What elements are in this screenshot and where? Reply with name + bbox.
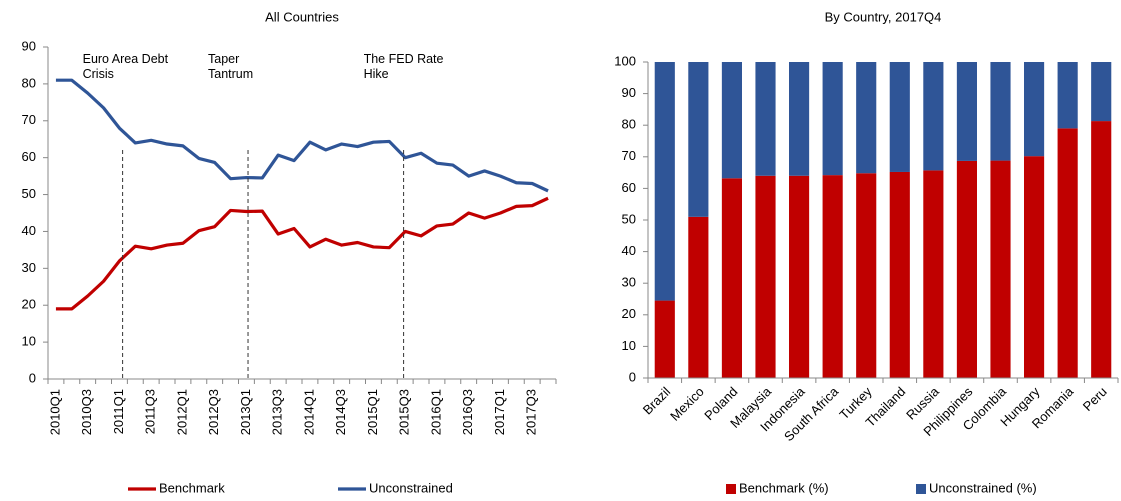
x-tick-label: 2010Q3: [79, 389, 94, 435]
annotation: Euro Area Debt Crisis: [82, 52, 169, 81]
bar-segment: [1057, 62, 1078, 129]
annotation-box: The FED Rate Hike: [363, 52, 444, 81]
y-tick-label: 40: [22, 223, 36, 238]
x-tick-label: 2012Q3: [206, 389, 221, 435]
y-tick-label: 10: [622, 338, 636, 353]
bar-segment: [990, 160, 1011, 378]
bar-segment: [654, 300, 675, 378]
bar-segment: [688, 216, 709, 378]
chart-title: By Country, 2017Q4: [825, 9, 942, 24]
x-tick-label: 2015Q3: [397, 389, 412, 435]
bar-segment: [1024, 62, 1045, 157]
y-tick-label: 70: [22, 112, 36, 127]
x-tick-label: 2012Q1: [174, 389, 189, 435]
bar-segment: [956, 160, 977, 378]
x-tick-label: 2013Q3: [270, 389, 285, 435]
x-tick-label: 2014Q3: [333, 389, 348, 435]
line-series: [55, 78, 549, 193]
y-tick-label: 40: [622, 243, 636, 258]
y-tick-label: 60: [622, 180, 636, 195]
bar-segment: [789, 62, 810, 176]
bar-segment: [923, 170, 944, 378]
y-tick-label: 0: [29, 370, 36, 385]
bar-segment: [688, 62, 709, 217]
bar-segment: [721, 62, 742, 179]
y-tick-label: 100: [614, 53, 636, 68]
bar-segment: [889, 171, 910, 378]
x-tick-label: 2017Q3: [524, 389, 539, 435]
y-tick-label: 10: [22, 334, 36, 349]
x-tick-label: 2011Q1: [111, 389, 126, 434]
y-tick-label: 20: [622, 306, 636, 321]
legend-swatch: [916, 484, 926, 494]
bar-segment: [1057, 128, 1078, 378]
annotation: The FED Rate Hike: [363, 52, 444, 81]
bar-segment: [1091, 62, 1112, 122]
bar-segment: [721, 178, 742, 378]
bar-segment: [1091, 121, 1112, 378]
legend-label: Unconstrained: [369, 480, 453, 495]
annotation: Taper Tantrum: [208, 52, 254, 81]
x-tick-label: 2016Q1: [428, 389, 443, 435]
x-tick-label: 2013Q1: [238, 389, 253, 435]
x-tick-label: 2010Q1: [47, 389, 62, 435]
y-tick-label: 30: [22, 260, 36, 275]
x-tick-label: 2015Q1: [365, 389, 380, 435]
annotation-box: Euro Area Debt Crisis: [82, 52, 169, 81]
y-tick-label: 80: [622, 117, 636, 132]
legend-label: Benchmark: [159, 480, 225, 495]
x-tick-label: Mexico: [667, 384, 707, 424]
y-tick-label: 70: [622, 148, 636, 163]
legend-label: Benchmark (%): [739, 480, 829, 495]
x-tick-label: 2017Q1: [492, 389, 507, 435]
y-tick-label: 90: [22, 38, 36, 53]
y-tick-label: 20: [22, 297, 36, 312]
x-tick-label: Peru: [1080, 384, 1110, 414]
bar-segment: [1024, 156, 1045, 378]
y-tick-label: 0: [629, 369, 636, 384]
bar-segment: [755, 62, 776, 176]
bar-segment: [856, 62, 877, 174]
y-tick-label: 90: [622, 85, 636, 100]
x-tick-label: 2014Q1: [301, 389, 316, 435]
x-tick-label: 2016Q3: [460, 389, 475, 435]
bar-segment: [822, 62, 843, 176]
bar-segment: [755, 175, 776, 378]
bar-segment: [789, 175, 810, 378]
bar-segment: [822, 175, 843, 378]
legend-label: Unconstrained (%): [929, 480, 1037, 495]
y-tick-label: 30: [622, 275, 636, 290]
bar-segment: [956, 62, 977, 161]
bar-segment: [990, 62, 1011, 161]
y-tick-label: 50: [22, 186, 36, 201]
bar-segment: [654, 62, 675, 301]
line-series: [55, 196, 549, 311]
annotation-box: Taper Tantrum: [208, 52, 254, 81]
y-tick-label: 80: [22, 75, 36, 90]
legend-swatch: [726, 484, 736, 494]
chart-title: All Countries: [265, 9, 339, 24]
bar-segment: [923, 62, 944, 171]
bar-segment: [856, 173, 877, 378]
y-tick-label: 50: [622, 211, 636, 226]
y-tick-label: 60: [22, 149, 36, 164]
bar-segment: [889, 62, 910, 172]
x-tick-label: 2011Q3: [143, 389, 158, 434]
